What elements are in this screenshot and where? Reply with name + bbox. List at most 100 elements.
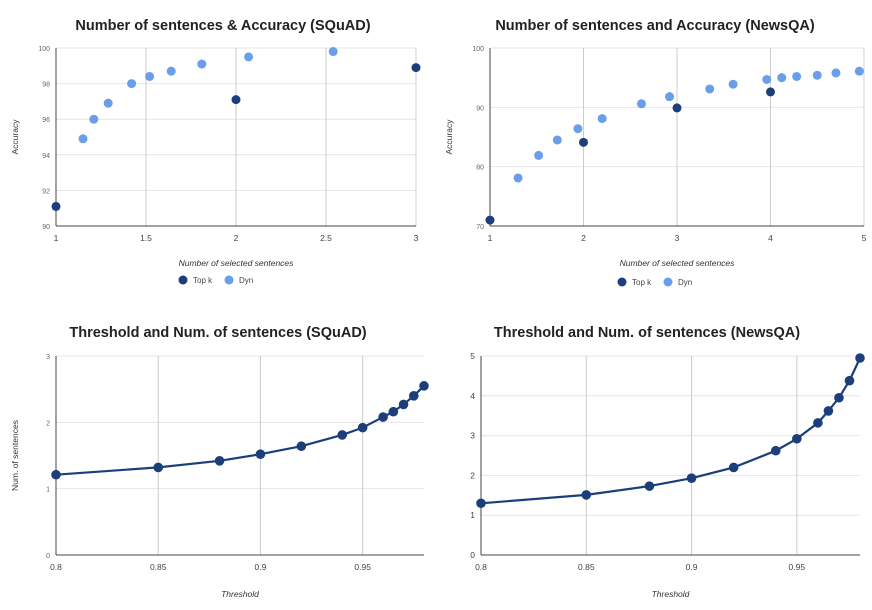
- x-tick-label: 0.9: [255, 562, 267, 572]
- dyn-point: [89, 114, 99, 124]
- y-tick-label: 90: [42, 224, 50, 231]
- y-tick-label: 80: [476, 165, 484, 172]
- topk-point: [411, 63, 421, 73]
- dyn-point: [636, 99, 646, 109]
- dyn-point: [145, 71, 155, 81]
- y-tick-label: 5: [470, 351, 475, 361]
- dyn-point: [728, 79, 738, 89]
- data-point: [644, 481, 655, 491]
- data-point: [813, 418, 823, 428]
- y-tick-label: 96: [42, 117, 50, 124]
- data-point: [581, 490, 592, 500]
- series-line: [480, 357, 861, 505]
- dyn-point: [328, 47, 338, 57]
- data-point: [337, 430, 348, 440]
- chart-4: Threshold and Num. of sentences (NewsQA)…: [470, 325, 865, 599]
- data-point: [823, 406, 834, 416]
- dyn-point: [597, 114, 607, 124]
- legend-topk-marker: [178, 275, 188, 285]
- dyn-point: [166, 66, 176, 76]
- y-tick-label: 90: [476, 105, 484, 112]
- legend-topk-label: Top k: [632, 278, 652, 287]
- y-tick-label: 4: [470, 391, 475, 401]
- x-tick-label: 2: [234, 233, 239, 243]
- x-tick-label: 0.95: [789, 562, 806, 572]
- topk-point: [766, 87, 775, 97]
- data-point: [255, 449, 266, 459]
- dyn-point: [197, 59, 207, 69]
- data-point: [51, 469, 61, 480]
- y-tick-label: 0: [470, 550, 475, 560]
- data-point: [378, 412, 388, 422]
- x-tick-label: 0.9: [686, 562, 698, 572]
- y-tick-label: 100: [472, 46, 484, 53]
- x-tick-label: 2: [581, 233, 586, 243]
- data-point: [855, 353, 865, 363]
- data-point: [388, 406, 399, 417]
- dyn-point: [705, 84, 715, 94]
- dyn-point: [762, 74, 772, 84]
- legend-dyn-marker: [224, 275, 234, 285]
- chart-2: Number of sentences and Accuracy (NewsQA…: [444, 18, 867, 287]
- x-tick-label: 0.85: [150, 562, 167, 572]
- data-point: [844, 375, 855, 386]
- chart-title: Number of sentences & Accuracy (SQuAD): [75, 18, 370, 34]
- chart-title: Threshold and Num. of sentences (SQuAD): [69, 325, 366, 341]
- chart-3: Threshold and Num. of sentences (SQuAD) 0…: [10, 325, 429, 599]
- dyn-point: [792, 71, 802, 81]
- y-tick-label: 3: [46, 354, 50, 361]
- y-tick-label: 92: [42, 188, 50, 195]
- x-tick-label: 1: [54, 233, 59, 243]
- data-point: [357, 422, 368, 433]
- y-tick-label: 1: [470, 510, 475, 520]
- dyn-point: [103, 98, 113, 108]
- legend-dyn-label: Dyn: [678, 278, 692, 287]
- data-point: [834, 392, 844, 403]
- y-tick-label: 70: [476, 224, 484, 231]
- data-point: [214, 456, 225, 466]
- data-point: [476, 498, 486, 509]
- data-point: [770, 445, 781, 456]
- data-point: [419, 381, 429, 391]
- dyn-point: [78, 134, 88, 144]
- x-tick-label: 0.85: [578, 562, 595, 572]
- dyn-point: [665, 92, 675, 102]
- data-point: [398, 399, 409, 410]
- x-tick-label: 0.95: [354, 562, 371, 572]
- x-axis-label: Number of selected sentences: [179, 258, 295, 268]
- dyn-point: [854, 66, 864, 76]
- dyn-point: [831, 68, 841, 78]
- x-tick-label: 3: [675, 233, 680, 243]
- series-line: [55, 385, 425, 476]
- y-tick-label: 3: [470, 431, 475, 441]
- legend-dyn-label: Dyn: [239, 276, 253, 285]
- data-point: [296, 441, 307, 452]
- x-tick-label: 2.5: [320, 233, 332, 243]
- y-tick-label: 1: [46, 487, 50, 494]
- y-tick-label: 94: [42, 153, 50, 160]
- y-tick-label: 100: [38, 46, 50, 53]
- topk-point: [672, 103, 682, 113]
- y-tick-label: 98: [42, 82, 50, 89]
- x-tick-label: 5: [862, 233, 867, 243]
- topk-point: [485, 215, 495, 225]
- data-point: [728, 462, 739, 473]
- chart-1: Number of sentences & Accuracy (SQuAD) 90…: [10, 18, 421, 285]
- topk-point: [51, 201, 61, 211]
- y-axis-label: Accuracy: [10, 119, 20, 155]
- y-axis-label: Accuracy: [444, 119, 454, 155]
- dyn-point: [127, 79, 137, 89]
- y-tick-label: 2: [46, 420, 50, 427]
- data-point: [686, 473, 697, 483]
- dyn-point: [534, 150, 544, 160]
- legend-topk-label: Top k: [193, 276, 213, 285]
- chart-title: Threshold and Num. of sentences (NewsQA): [494, 325, 800, 341]
- dyn-point: [513, 173, 523, 183]
- topk-point: [231, 95, 241, 105]
- y-tick-label: 0: [46, 553, 50, 560]
- dyn-point: [552, 135, 562, 145]
- data-point: [153, 462, 164, 473]
- data-point: [792, 433, 802, 444]
- x-tick-label: 4: [768, 233, 773, 243]
